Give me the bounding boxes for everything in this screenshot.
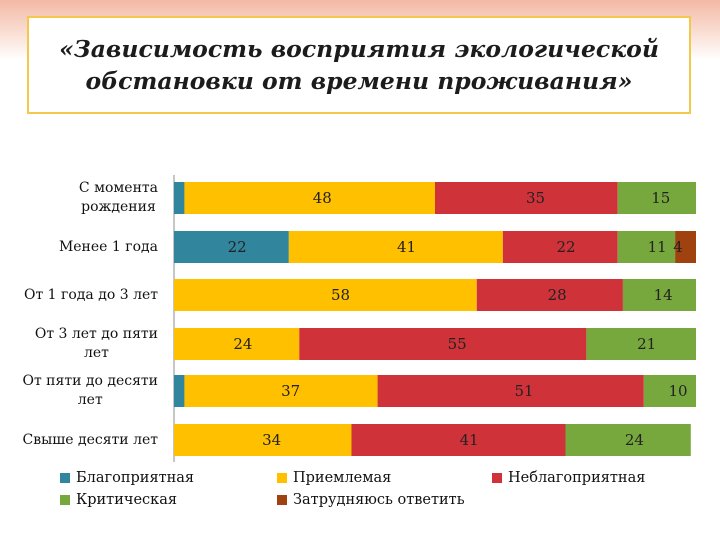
legend-swatch (277, 495, 287, 505)
bar-segment (502, 231, 618, 263)
data-label: 4 (673, 238, 683, 256)
bar-segment (174, 328, 300, 360)
bar-segment (299, 328, 587, 360)
bar-segment (675, 231, 696, 263)
category-label: От 3 лет до пяти лет (35, 325, 158, 363)
category-label: Свыше десяти лет (22, 431, 158, 450)
bar-segment (377, 375, 644, 407)
data-label: 51 (514, 382, 533, 400)
data-label: 34 (262, 431, 281, 449)
data-label: 41 (397, 238, 416, 256)
data-label: 21 (637, 335, 656, 353)
category-label-line: рождения (81, 199, 156, 215)
chart-title-box: «Зависимость восприятия экологической об… (27, 16, 691, 114)
category-label-line: лет (77, 392, 103, 408)
data-label: 55 (448, 335, 467, 353)
bar-segment (476, 279, 623, 311)
legend-item: Приемлемая (277, 470, 391, 486)
legend-swatch (60, 495, 70, 505)
bar-segment (643, 375, 696, 407)
category-label-line: От 1 года до 3 лет (24, 286, 158, 303)
legend-label: Благоприятная (76, 470, 195, 486)
category-label-line: С момента (78, 180, 158, 196)
bar-segment (174, 424, 352, 456)
legend-swatch (60, 473, 70, 483)
bar-segment (184, 375, 378, 407)
legend-item: Критическая (60, 492, 177, 508)
category-label: От пяти до десяти лет (22, 372, 158, 410)
data-label: 37 (281, 382, 300, 400)
data-label: 35 (526, 189, 545, 207)
data-label: 48 (313, 189, 332, 207)
category-label-line: Свыше десяти лет (22, 431, 158, 448)
data-label: 15 (651, 189, 670, 207)
data-label: 41 (460, 431, 479, 449)
category-label: От 1 года до 3 лет (24, 286, 158, 305)
legend-label: Неблагоприятная (508, 470, 646, 486)
bar-segment (565, 424, 691, 456)
bar-segment (617, 231, 676, 263)
legend-item: Благоприятная (60, 470, 194, 486)
data-label: 22 (556, 238, 575, 256)
bar-segment (351, 424, 566, 456)
legend-label: Критическая (76, 492, 177, 508)
legend-label: Затрудняюсь ответить (293, 492, 465, 508)
bar-segment (174, 279, 477, 311)
data-label: 22 (228, 238, 247, 256)
data-label: 24 (625, 431, 644, 449)
bar-segment (174, 231, 289, 263)
data-label: 28 (548, 286, 567, 304)
legend-label: Приемлемая (293, 470, 392, 486)
data-label: 58 (331, 286, 350, 304)
bar-segment (617, 182, 696, 214)
category-label-line: лет (83, 345, 109, 361)
bar-segment (586, 328, 696, 360)
legend-swatch (492, 473, 502, 483)
category-label-line: От 3 лет до пяти (34, 326, 158, 342)
bar-segment (174, 375, 185, 407)
chart-title-line-2: обстановки от времени проживания» (85, 67, 633, 95)
legend-item: Неблагоприятная (492, 470, 645, 486)
legend-item: Затрудняюсь ответить (277, 492, 465, 508)
category-label: Менее 1 года (59, 238, 158, 257)
bar-segment (288, 231, 503, 263)
data-label: 24 (233, 335, 252, 353)
chart-title-line-1: «Зависимость восприятия экологической (59, 35, 659, 63)
bar-segment (184, 182, 435, 214)
category-label: С момента рождения (79, 179, 158, 217)
data-label: 10 (668, 382, 687, 400)
data-label: 14 (654, 286, 673, 304)
bar-segment (622, 279, 696, 311)
legend-swatch (277, 473, 287, 483)
chart-legend: Благоприятная Приемлемая Неблагоприятная Кр… (60, 470, 700, 520)
data-label: 11 (648, 238, 667, 256)
category-label-line: Менее 1 года (58, 238, 158, 255)
bar-segment (174, 182, 185, 214)
bar-segment (435, 182, 618, 214)
category-label-line: От пяти до десяти (22, 373, 158, 389)
